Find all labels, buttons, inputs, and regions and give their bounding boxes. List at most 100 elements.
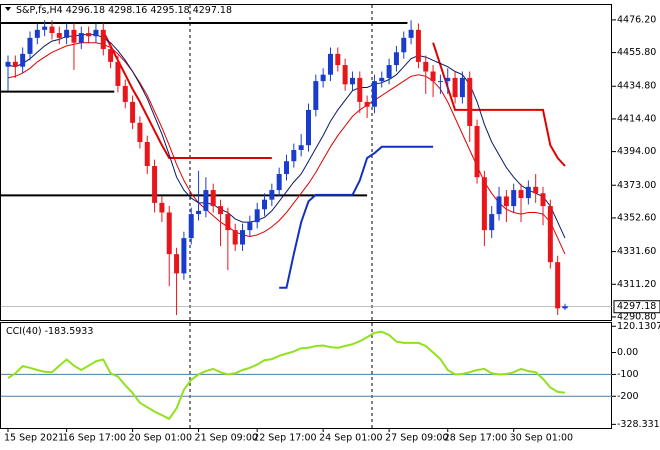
candle-body xyxy=(276,174,282,191)
price-tag: 4297.18 xyxy=(617,301,656,312)
price-tag-box xyxy=(613,300,660,314)
candle-body xyxy=(379,77,385,82)
x-tick-label: 24 Sep 01:00 xyxy=(319,433,382,444)
candle-body xyxy=(78,33,84,43)
cci-tick-label: -100 xyxy=(617,369,639,380)
cci-tick-label: -200 xyxy=(617,391,639,402)
candle-body xyxy=(166,212,172,255)
candle-body xyxy=(247,222,253,231)
y-tick-label: 4290.80 xyxy=(617,311,656,322)
candle-body xyxy=(122,85,128,102)
close-current: 4297.18 xyxy=(193,5,232,16)
indicator-line xyxy=(7,34,566,239)
candle-body xyxy=(467,77,473,126)
x-tick-label: 16 Sep 17:00 xyxy=(63,433,126,444)
candle-body xyxy=(401,37,407,53)
x-tick-label: 21 Sep 09:00 xyxy=(195,433,258,444)
candle-body xyxy=(335,53,341,66)
y-tick-label: 4455.80 xyxy=(617,47,656,58)
candle-body xyxy=(262,199,268,210)
candle-body xyxy=(349,77,355,85)
candle-body xyxy=(364,101,370,107)
candle-body xyxy=(393,52,399,66)
candle-body xyxy=(144,141,150,167)
cci-tick-label: 0.00 xyxy=(617,347,638,358)
indicator-line xyxy=(279,145,434,289)
candle-body xyxy=(210,190,216,207)
y-tick-label: 4476.20 xyxy=(617,14,656,25)
y-tick-label: 4373.00 xyxy=(617,180,656,191)
candle-body xyxy=(225,214,231,231)
candle-body xyxy=(547,206,553,263)
cci-panel xyxy=(0,322,612,429)
cci-current: -183.5933 xyxy=(45,326,94,337)
candle-body xyxy=(415,29,421,62)
candle-body xyxy=(298,145,304,151)
open-current: 4296.18 xyxy=(66,5,105,16)
price-marker xyxy=(562,303,568,310)
x-tick-label: 22 Sep 17:00 xyxy=(253,433,316,444)
cci-line xyxy=(7,330,566,421)
candle-body xyxy=(423,61,429,72)
candle-body xyxy=(188,214,194,239)
y-tick-label: 4434.80 xyxy=(617,81,656,92)
candle-body xyxy=(12,61,18,67)
candle-body xyxy=(130,101,136,123)
x-tick-label: 15 Sep 2021 xyxy=(4,433,64,444)
cci-tick-label: 120.1307 xyxy=(617,321,660,332)
indicator-line xyxy=(102,30,566,167)
cci-tick-label: -328.3318 xyxy=(617,419,660,430)
candle-body xyxy=(93,29,99,37)
candle-body xyxy=(474,125,480,178)
candle-body xyxy=(56,33,62,38)
candle-body xyxy=(459,77,465,98)
candle-body xyxy=(115,61,121,86)
candle-body xyxy=(386,65,392,78)
candle-body xyxy=(284,161,289,175)
low-current: 4295.18 xyxy=(150,5,189,16)
high-current: 4298.16 xyxy=(108,5,147,16)
main-panel xyxy=(0,4,612,321)
candle-body xyxy=(27,37,33,54)
candle-body xyxy=(64,29,70,38)
dropdown-arrow[interactable] xyxy=(5,7,11,11)
candle-body xyxy=(196,210,202,215)
candle-body xyxy=(5,61,11,67)
candle-body xyxy=(313,81,319,110)
candle-body xyxy=(540,193,546,207)
chart-header: S&P,fs,H4 4296.18 4298.16 4295.18 4297.1… xyxy=(16,5,232,16)
x-tick-label: 20 Sep 01:00 xyxy=(129,433,192,444)
cci-name: CCI(40) xyxy=(6,326,42,337)
y-tick-label: 4311.20 xyxy=(617,279,656,290)
candle-body xyxy=(503,196,509,207)
candle-body xyxy=(232,230,238,245)
candle-body xyxy=(218,206,224,215)
candle-body xyxy=(445,77,451,82)
candle-body xyxy=(327,53,333,75)
candle-body xyxy=(152,166,158,203)
candle-body xyxy=(452,77,458,98)
candle-body xyxy=(71,29,77,43)
candle-body xyxy=(86,33,92,37)
candle-body xyxy=(342,65,348,85)
candle-body xyxy=(518,190,524,199)
candle-body xyxy=(408,29,414,38)
candle-body xyxy=(320,74,326,82)
y-tick-label: 4414.40 xyxy=(617,113,656,124)
symbol: S&P,fs,H4 xyxy=(16,5,63,16)
candle-body xyxy=(159,202,165,213)
candle-body xyxy=(174,254,180,274)
y-tick-label: 4394.00 xyxy=(617,146,656,157)
y-tick-label: 4331.60 xyxy=(617,246,656,257)
candle-body xyxy=(496,196,502,215)
x-tick-label: 28 Sep 17:00 xyxy=(444,433,507,444)
y-tick-label: 4352.60 xyxy=(617,212,656,223)
candle-body xyxy=(291,150,297,162)
candle-body xyxy=(240,230,246,245)
candle-body xyxy=(20,53,26,67)
x-tick-label: 27 Sep 09:00 xyxy=(385,433,448,444)
candle-body xyxy=(511,190,517,207)
candle-body xyxy=(481,177,487,231)
x-tick-label: 30 Sep 01:00 xyxy=(510,433,573,444)
